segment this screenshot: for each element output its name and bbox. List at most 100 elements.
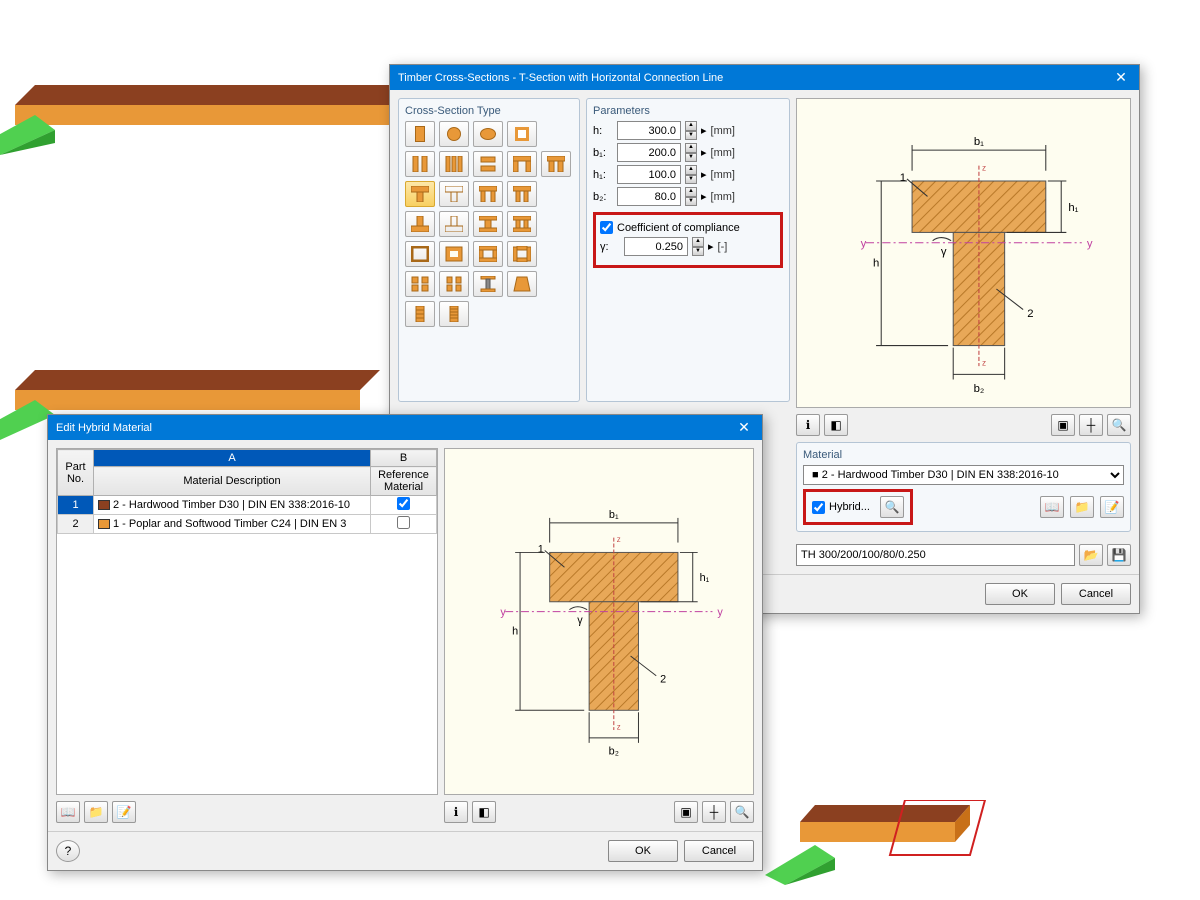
titlebar-hybrid[interactable]: Edit Hybrid Material ✕ [48, 415, 762, 440]
new-icon[interactable]: 📁 [1070, 496, 1094, 518]
cs-i1[interactable] [473, 211, 503, 237]
cs-pi1[interactable] [473, 181, 503, 207]
zoom-icon[interactable]: 🔍 [1107, 414, 1131, 436]
gamma-label: γ: [600, 241, 620, 253]
axes-icon[interactable]: ┼ [1079, 414, 1103, 436]
table-row[interactable]: 1 2 - Hardwood Timber D30 | DIN EN 338:2… [58, 496, 437, 515]
cs-box3[interactable] [473, 241, 503, 267]
new-icon[interactable]: 📁 [84, 801, 108, 823]
hybrid-highlight: Hybrid... 🔍 [803, 489, 913, 525]
cs-2v[interactable] [405, 151, 435, 177]
cs-t1-selected[interactable] [405, 181, 435, 207]
hybrid-edit-icon[interactable]: 🔍 [880, 496, 904, 518]
preview-main: b₁ yy ᶻᶻ h h₁ b₂ [796, 98, 1131, 408]
svg-text:y: y [717, 607, 723, 619]
cs-trap[interactable] [507, 271, 537, 297]
param-h-input[interactable] [617, 121, 681, 140]
col-part: Part No. [58, 450, 94, 496]
cancel-button[interactable]: Cancel [684, 840, 754, 862]
spinner[interactable]: ▲▼ [685, 121, 697, 140]
cs-pi2[interactable] [507, 181, 537, 207]
coc-checkbox[interactable] [600, 221, 613, 234]
edit-icon[interactable]: 📝 [112, 801, 136, 823]
ref-checkbox[interactable] [397, 497, 410, 510]
view-3d-icon[interactable]: ▣ [1051, 414, 1075, 436]
unit: [mm] [711, 191, 735, 203]
svg-text:1: 1 [900, 172, 906, 184]
edit-icon[interactable]: 📝 [1100, 496, 1124, 518]
param-h-label: h: [593, 125, 613, 137]
cs-box2[interactable] [439, 241, 469, 267]
param-b1-label: b₁: [593, 147, 613, 159]
cs-hollow[interactable] [507, 121, 537, 147]
cs-t2[interactable] [439, 181, 469, 207]
help-icon[interactable]: ? [56, 840, 80, 862]
cs-lam2[interactable] [439, 301, 469, 327]
spinner[interactable]: ▲▼ [685, 187, 697, 206]
library-icon[interactable]: 📖 [1040, 496, 1064, 518]
svg-text:ᶻ: ᶻ [982, 359, 986, 371]
cs-box4[interactable] [507, 241, 537, 267]
cs-it[interactable] [473, 271, 503, 297]
spinner[interactable]: ▲▼ [692, 237, 704, 256]
row-num: 1 [58, 496, 94, 515]
cs-3v[interactable] [439, 151, 469, 177]
stress-icon[interactable]: ◧ [472, 801, 496, 823]
cs-4sq2[interactable] [439, 271, 469, 297]
zoom-icon[interactable]: 🔍 [730, 801, 754, 823]
material-label: Material [803, 449, 1124, 461]
param-b2-input[interactable] [617, 187, 681, 206]
param-b1-input[interactable] [617, 143, 681, 162]
section-name-input[interactable] [796, 544, 1075, 566]
title-text: Timber Cross-Sections - T-Section with H… [398, 72, 723, 84]
axes-icon[interactable]: ┼ [702, 801, 726, 823]
titlebar-cross-sections[interactable]: Timber Cross-Sections - T-Section with H… [390, 65, 1139, 90]
cs-2h[interactable] [473, 151, 503, 177]
svg-text:ᶻ: ᶻ [617, 536, 621, 548]
col-a[interactable]: A [94, 450, 371, 467]
library-icon[interactable]: 📖 [56, 801, 80, 823]
info-icon[interactable]: ℹ [796, 414, 820, 436]
spinner[interactable]: ▲▼ [685, 165, 697, 184]
svg-text:h: h [873, 257, 879, 269]
svg-text:1: 1 [538, 543, 544, 555]
cs-u1[interactable] [507, 151, 537, 177]
ok-button[interactable]: OK [608, 840, 678, 862]
cs-i2[interactable] [507, 211, 537, 237]
pick-icon[interactable]: 📂 [1079, 544, 1103, 566]
material-table: Part No. A B Material Description Refere… [57, 449, 437, 534]
stress-icon[interactable]: ◧ [824, 414, 848, 436]
spinner[interactable]: ▲▼ [685, 143, 697, 162]
view-3d-icon[interactable]: ▣ [674, 801, 698, 823]
cs-rect[interactable] [405, 121, 435, 147]
cs-lam1[interactable] [405, 301, 435, 327]
gamma-input[interactable] [624, 237, 688, 256]
info-icon[interactable]: ℹ [444, 801, 468, 823]
cs-circle[interactable] [439, 121, 469, 147]
close-icon[interactable]: ✕ [734, 419, 754, 436]
close-icon[interactable]: ✕ [1111, 69, 1131, 86]
row-num: 2 [58, 515, 94, 534]
save-icon[interactable]: 💾 [1107, 544, 1131, 566]
unit: [mm] [711, 169, 735, 181]
beam-3d-bot [760, 800, 990, 890]
preview-hybrid: b₁ yy ᶻᶻ h h₁ b₂ γ 1 2 [444, 448, 754, 795]
svg-text:y: y [500, 607, 506, 619]
param-h1-input[interactable] [617, 165, 681, 184]
cs-4sq[interactable] [405, 271, 435, 297]
cs-tb2[interactable] [439, 211, 469, 237]
col-b[interactable]: B [371, 450, 437, 467]
cs-u2[interactable] [541, 151, 571, 177]
ref-checkbox[interactable] [397, 516, 410, 529]
table-row[interactable]: 2 1 - Poplar and Softwood Timber C24 | D… [58, 515, 437, 534]
row-desc: 1 - Poplar and Softwood Timber C24 | DIN… [113, 518, 346, 530]
cs-ellipse[interactable] [473, 121, 503, 147]
hybrid-checkbox[interactable] [812, 501, 825, 514]
ok-button[interactable]: OK [985, 583, 1055, 605]
svg-text:ᶻ: ᶻ [982, 164, 986, 176]
cancel-button[interactable]: Cancel [1061, 583, 1131, 605]
material-select[interactable]: ■ 2 - Hardwood Timber D30 | DIN EN 338:2… [803, 465, 1124, 485]
cs-box1[interactable] [405, 241, 435, 267]
cs-tb1[interactable] [405, 211, 435, 237]
cs-type-label: Cross-Section Type [405, 105, 573, 117]
